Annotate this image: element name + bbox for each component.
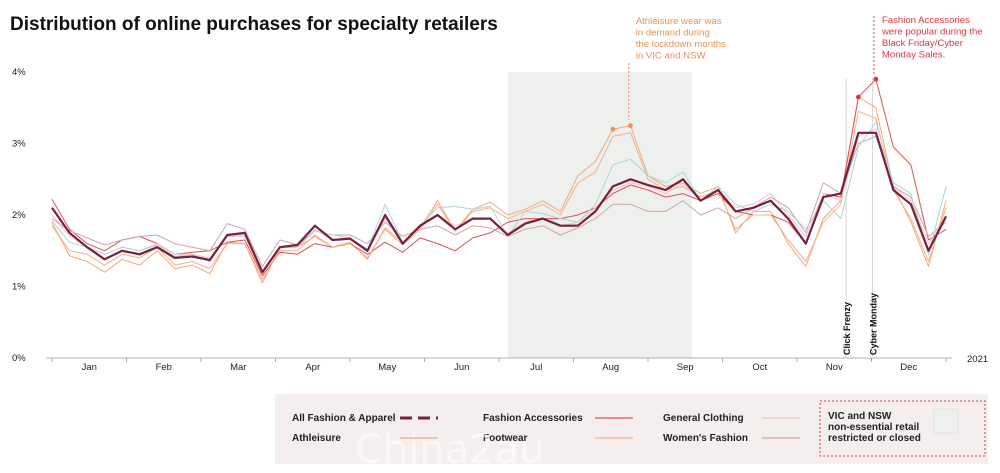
- annotation-athleisure-line: Athleisure wear was: [636, 16, 722, 27]
- annotation-accessories-line: Fashion Accessories: [882, 15, 970, 26]
- x-tick-label: Aug: [602, 362, 619, 373]
- watermark: Chinа2au: [355, 427, 545, 473]
- legend-background: [275, 394, 988, 464]
- y-tick-label: 2%: [12, 210, 26, 221]
- annotation-accessories-line: Monday Sales.: [882, 50, 945, 61]
- y-tick-label: 4%: [12, 67, 26, 78]
- legend-lockdown-swatch: [933, 408, 959, 434]
- highlight-point: [873, 76, 879, 82]
- y-tick-label: 0%: [12, 353, 26, 364]
- event-lines: Click Frenzy Cyber Monday: [842, 78, 878, 358]
- legend: All Fashion & Apparel Athleisure Fashion A…: [275, 394, 988, 473]
- legend-label-all-fashion-apparel: All Fashion & Apparel: [292, 413, 396, 424]
- x-tick-label: Jun: [454, 362, 469, 373]
- chart-title: Distribution of online purchases for spe…: [10, 14, 498, 35]
- event-label-click-frenzy: Click Frenzy: [842, 302, 852, 355]
- legend-label-general-clothing: General Clothing: [663, 413, 744, 424]
- legend-label-athleisure: Athleisure: [292, 433, 341, 444]
- x-tick-label: Sep: [677, 362, 694, 373]
- x-axis-ticks: Jan Feb Mar Apr May Jun Jul Aug Sep Oct Nov Dec: [51, 358, 947, 373]
- highlight-point: [610, 126, 616, 132]
- x-tick-label: Dec: [900, 362, 917, 373]
- y-tick-label: 1%: [12, 282, 26, 293]
- annotation-athleisure-line: in VIC and NSW.: [636, 51, 708, 62]
- series-lines: [51, 78, 947, 284]
- year-label: 2021: [967, 354, 988, 365]
- highlight-point: [628, 123, 633, 129]
- x-tick-label: Feb: [156, 362, 172, 373]
- series-line-athleisure: [51, 96, 947, 284]
- highlight-point: [855, 94, 861, 100]
- annotation-accessories-line: were popular during the: [881, 27, 983, 38]
- x-tick-label: Mar: [230, 362, 246, 373]
- annotation-athleisure-line: the lockdown months: [636, 39, 726, 50]
- legend-lockdown-box: [819, 400, 986, 457]
- legend-lockdown-label: non-essential retail: [828, 422, 919, 433]
- y-tick-label: 3%: [12, 139, 26, 150]
- annotation-athleisure-line: in demand during: [636, 28, 710, 39]
- x-tick-label: Oct: [752, 362, 767, 373]
- y-axis-ticks: 0% 1% 2% 3% 4%: [12, 67, 26, 364]
- annotation-accessories-line: Black Friday/Cyber: [882, 38, 964, 49]
- legend-label-fashion-accessories: Fashion Accessories: [483, 413, 583, 424]
- legend-label-footwear: Footwear: [483, 433, 528, 444]
- legend-label-women-s-fashion: Women's Fashion: [663, 433, 748, 444]
- x-tick-label: May: [378, 362, 396, 373]
- x-tick-label: Apr: [305, 362, 320, 373]
- x-tick-label: Jan: [82, 362, 97, 373]
- series-line-all-fashion-apparel: [51, 131, 947, 274]
- x-tick-label: Jul: [530, 362, 542, 373]
- event-label-cyber-monday: Cyber Monday: [868, 293, 878, 355]
- x-tick-label: Nov: [826, 362, 843, 373]
- legend-lockdown-label: restricted or closed: [828, 433, 921, 444]
- legend-lockdown-label: VIC and NSW: [828, 411, 892, 422]
- series-line-footwear: [51, 110, 947, 280]
